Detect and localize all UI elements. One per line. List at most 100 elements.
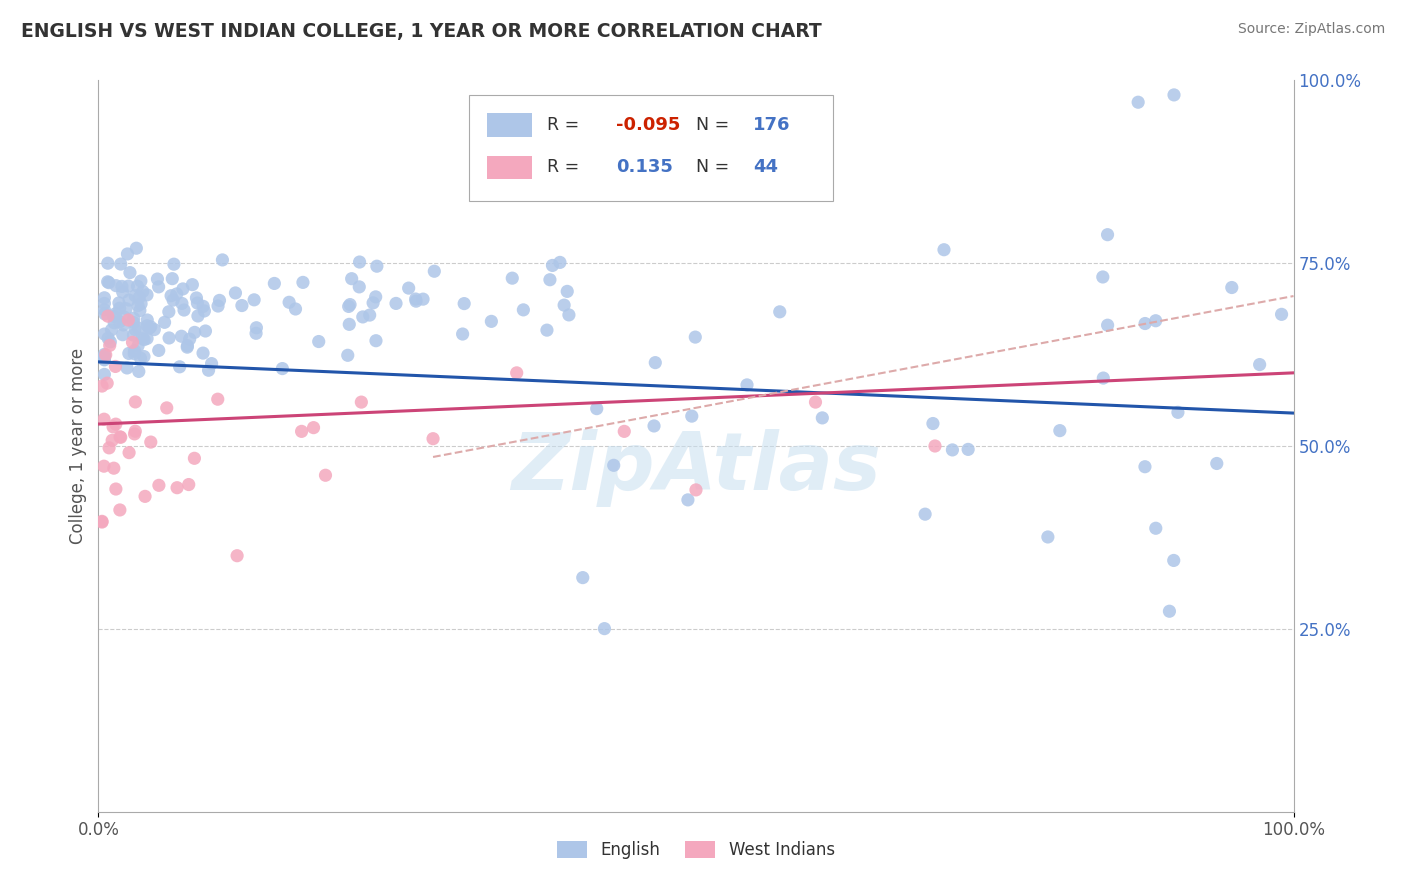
Point: [103, 461, 125, 475]
Point: [134, 489, 156, 503]
Point: [111, 327, 134, 342]
Point: [93, 350, 115, 364]
Text: ZipAtlas: ZipAtlas: [510, 429, 882, 507]
Point: [451, 326, 474, 341]
FancyBboxPatch shape: [486, 113, 533, 136]
Point: [263, 277, 285, 291]
Point: [1163, 87, 1185, 102]
Text: N =: N =: [696, 116, 730, 134]
Point: [96, 376, 118, 391]
Point: [124, 426, 146, 441]
Point: [245, 326, 267, 341]
Point: [124, 322, 146, 336]
Legend: English, West Indians: English, West Indians: [551, 834, 841, 865]
Point: [555, 285, 578, 299]
Point: [207, 392, 229, 407]
Point: [181, 277, 204, 292]
Point: [453, 296, 475, 310]
Point: [548, 255, 571, 269]
Point: [685, 330, 707, 344]
Point: [337, 318, 360, 332]
Point: [1133, 317, 1156, 331]
Point: [122, 328, 145, 343]
Point: [143, 322, 166, 336]
Point: [302, 420, 325, 434]
Point: [340, 271, 363, 285]
Point: [108, 296, 131, 310]
Point: [108, 503, 131, 517]
Point: [172, 282, 194, 296]
Point: [163, 257, 186, 271]
Text: 176: 176: [754, 116, 790, 134]
Point: [179, 332, 201, 346]
Point: [176, 339, 198, 353]
Point: [105, 278, 128, 293]
Point: [108, 301, 131, 316]
Point: [398, 281, 420, 295]
Point: [128, 303, 150, 318]
Point: [91, 515, 114, 529]
Point: [676, 492, 699, 507]
Point: [124, 424, 146, 438]
Point: [811, 410, 834, 425]
Point: [506, 366, 529, 380]
Point: [405, 292, 427, 306]
Point: [97, 256, 120, 270]
Point: [512, 302, 534, 317]
Text: N =: N =: [696, 158, 730, 177]
Point: [157, 331, 180, 345]
Point: [769, 305, 792, 319]
Point: [93, 459, 115, 474]
Point: [191, 346, 214, 360]
Point: [93, 326, 115, 341]
Point: [115, 301, 138, 316]
Point: [118, 346, 141, 360]
Point: [132, 350, 155, 364]
Point: [183, 326, 205, 340]
Point: [111, 279, 134, 293]
Text: 44: 44: [754, 158, 779, 177]
Point: [479, 314, 502, 328]
Point: [1205, 457, 1227, 471]
Point: [93, 352, 115, 367]
Point: [122, 311, 145, 326]
Point: [134, 333, 156, 347]
Point: [349, 280, 371, 294]
Point: [291, 276, 314, 290]
Point: [131, 331, 153, 345]
Point: [104, 307, 127, 321]
Point: [536, 323, 558, 337]
Text: ENGLISH VS WEST INDIAN COLLEGE, 1 YEAR OR MORE CORRELATION CHART: ENGLISH VS WEST INDIAN COLLEGE, 1 YEAR O…: [21, 22, 823, 41]
Point: [1091, 270, 1114, 285]
Point: [162, 293, 184, 307]
Point: [108, 430, 131, 444]
Point: [176, 340, 198, 354]
Text: R =: R =: [547, 158, 579, 177]
Point: [108, 315, 131, 329]
Point: [957, 442, 980, 457]
Point: [97, 275, 120, 289]
Point: [93, 352, 115, 367]
Text: -0.095: -0.095: [616, 116, 681, 134]
Point: [148, 280, 170, 294]
Point: [115, 361, 138, 376]
Point: [337, 300, 360, 314]
Point: [129, 351, 152, 366]
Point: [422, 432, 444, 446]
Point: [177, 477, 200, 491]
Point: [97, 331, 120, 345]
Point: [101, 434, 124, 448]
Point: [932, 243, 955, 257]
Point: [1167, 405, 1189, 419]
Point: [1163, 553, 1185, 567]
Point: [93, 291, 115, 305]
Point: [162, 271, 184, 285]
Point: [97, 276, 120, 290]
Point: [191, 299, 214, 313]
Point: [125, 241, 148, 255]
Point: [136, 331, 159, 345]
Point: [359, 308, 381, 322]
Text: R =: R =: [547, 116, 579, 134]
Point: [153, 315, 176, 329]
Point: [200, 357, 222, 371]
